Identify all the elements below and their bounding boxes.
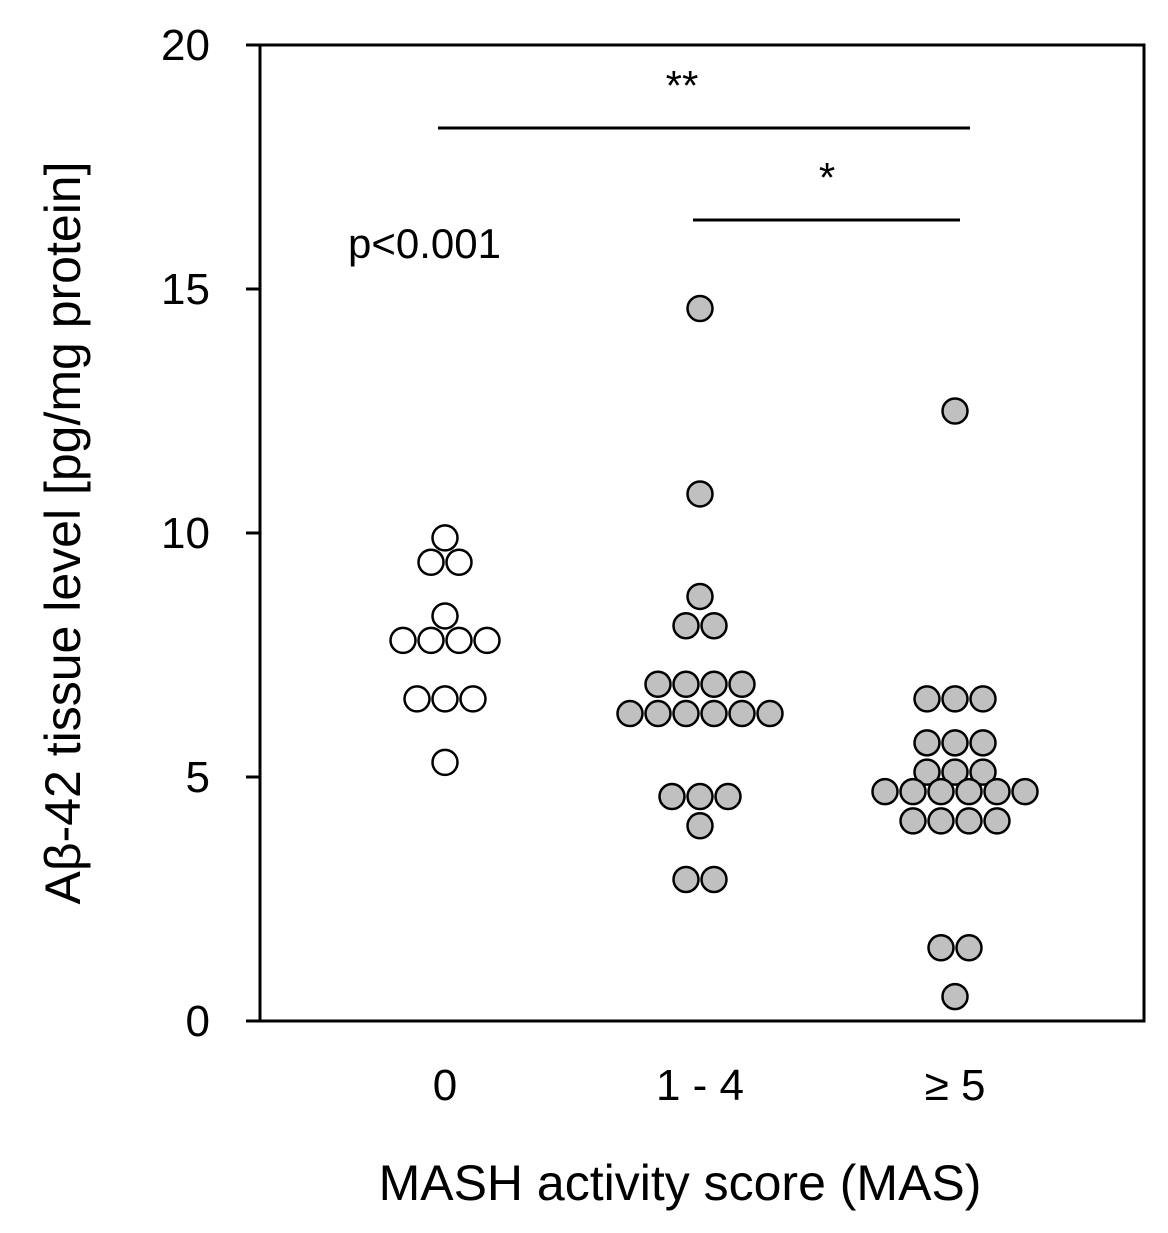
data-point	[672, 865, 700, 894]
data-point	[913, 685, 941, 713]
data-point	[969, 758, 997, 786]
y-tick-label: 5	[186, 753, 210, 802]
data-point	[941, 982, 969, 1011]
y-axis-label: Aβ-42 tissue level [pg/mg protein]	[35, 161, 91, 904]
data-point	[955, 777, 983, 806]
data-point	[700, 699, 728, 728]
data-point	[459, 685, 487, 713]
data-point	[927, 807, 955, 835]
data-point	[672, 611, 700, 640]
y-tick-label: 15	[161, 265, 210, 314]
data-point	[700, 611, 728, 640]
data-point	[728, 670, 756, 699]
data-point	[686, 812, 714, 840]
y-axis: 0 5 10 15 20	[161, 21, 260, 1046]
data-point	[686, 480, 714, 508]
data-point	[389, 626, 417, 655]
data-point	[644, 670, 672, 699]
data-point	[417, 626, 445, 655]
data-point	[955, 934, 983, 962]
data-point	[672, 699, 700, 728]
data-point	[913, 729, 941, 757]
y-tick-label: 0	[186, 997, 210, 1046]
data-point	[700, 865, 728, 894]
data-point	[473, 626, 501, 655]
data-point	[616, 699, 644, 728]
data-point	[871, 777, 899, 806]
data-point	[955, 807, 983, 835]
data-point	[445, 548, 473, 577]
data-point	[969, 685, 997, 713]
significance-stars: **	[666, 62, 699, 109]
data-points	[389, 294, 1039, 1011]
x-tick-label: ≥ 5	[925, 1061, 986, 1110]
y-tick-label: 20	[161, 21, 210, 70]
data-point	[445, 626, 473, 655]
data-point	[403, 685, 431, 713]
data-point	[700, 670, 728, 699]
data-point	[431, 685, 459, 713]
data-point	[686, 294, 714, 323]
data-point	[431, 524, 459, 552]
x-tick-label: 0	[433, 1061, 457, 1110]
significance-stars: *	[819, 154, 835, 201]
data-point	[686, 782, 714, 811]
data-point	[686, 582, 714, 611]
data-point	[1011, 777, 1039, 806]
data-point	[899, 777, 927, 806]
data-point	[899, 807, 927, 835]
data-point	[431, 602, 459, 630]
data-point	[756, 699, 784, 728]
data-point	[927, 934, 955, 962]
data-point	[417, 548, 445, 577]
overall-p-value: p<0.001	[348, 220, 501, 267]
data-point	[913, 758, 941, 786]
data-point	[927, 777, 955, 806]
data-point	[728, 699, 756, 728]
data-point	[672, 670, 700, 699]
data-point	[941, 758, 969, 786]
data-point	[983, 807, 1011, 835]
data-point	[658, 782, 686, 811]
data-point	[941, 685, 969, 713]
x-axis-label: MASH activity score (MAS)	[379, 1155, 982, 1211]
y-tick-label: 10	[161, 509, 210, 558]
x-tick-label: 1 - 4	[656, 1061, 744, 1110]
data-point	[941, 397, 969, 425]
data-point	[644, 699, 672, 728]
data-point	[431, 748, 459, 777]
data-point	[941, 729, 969, 757]
x-axis: 0 1 - 4 ≥ 5	[433, 1061, 986, 1110]
data-point	[983, 777, 1011, 806]
data-point	[714, 782, 742, 811]
significance-brackets: ***	[438, 62, 970, 222]
data-point	[969, 729, 997, 757]
